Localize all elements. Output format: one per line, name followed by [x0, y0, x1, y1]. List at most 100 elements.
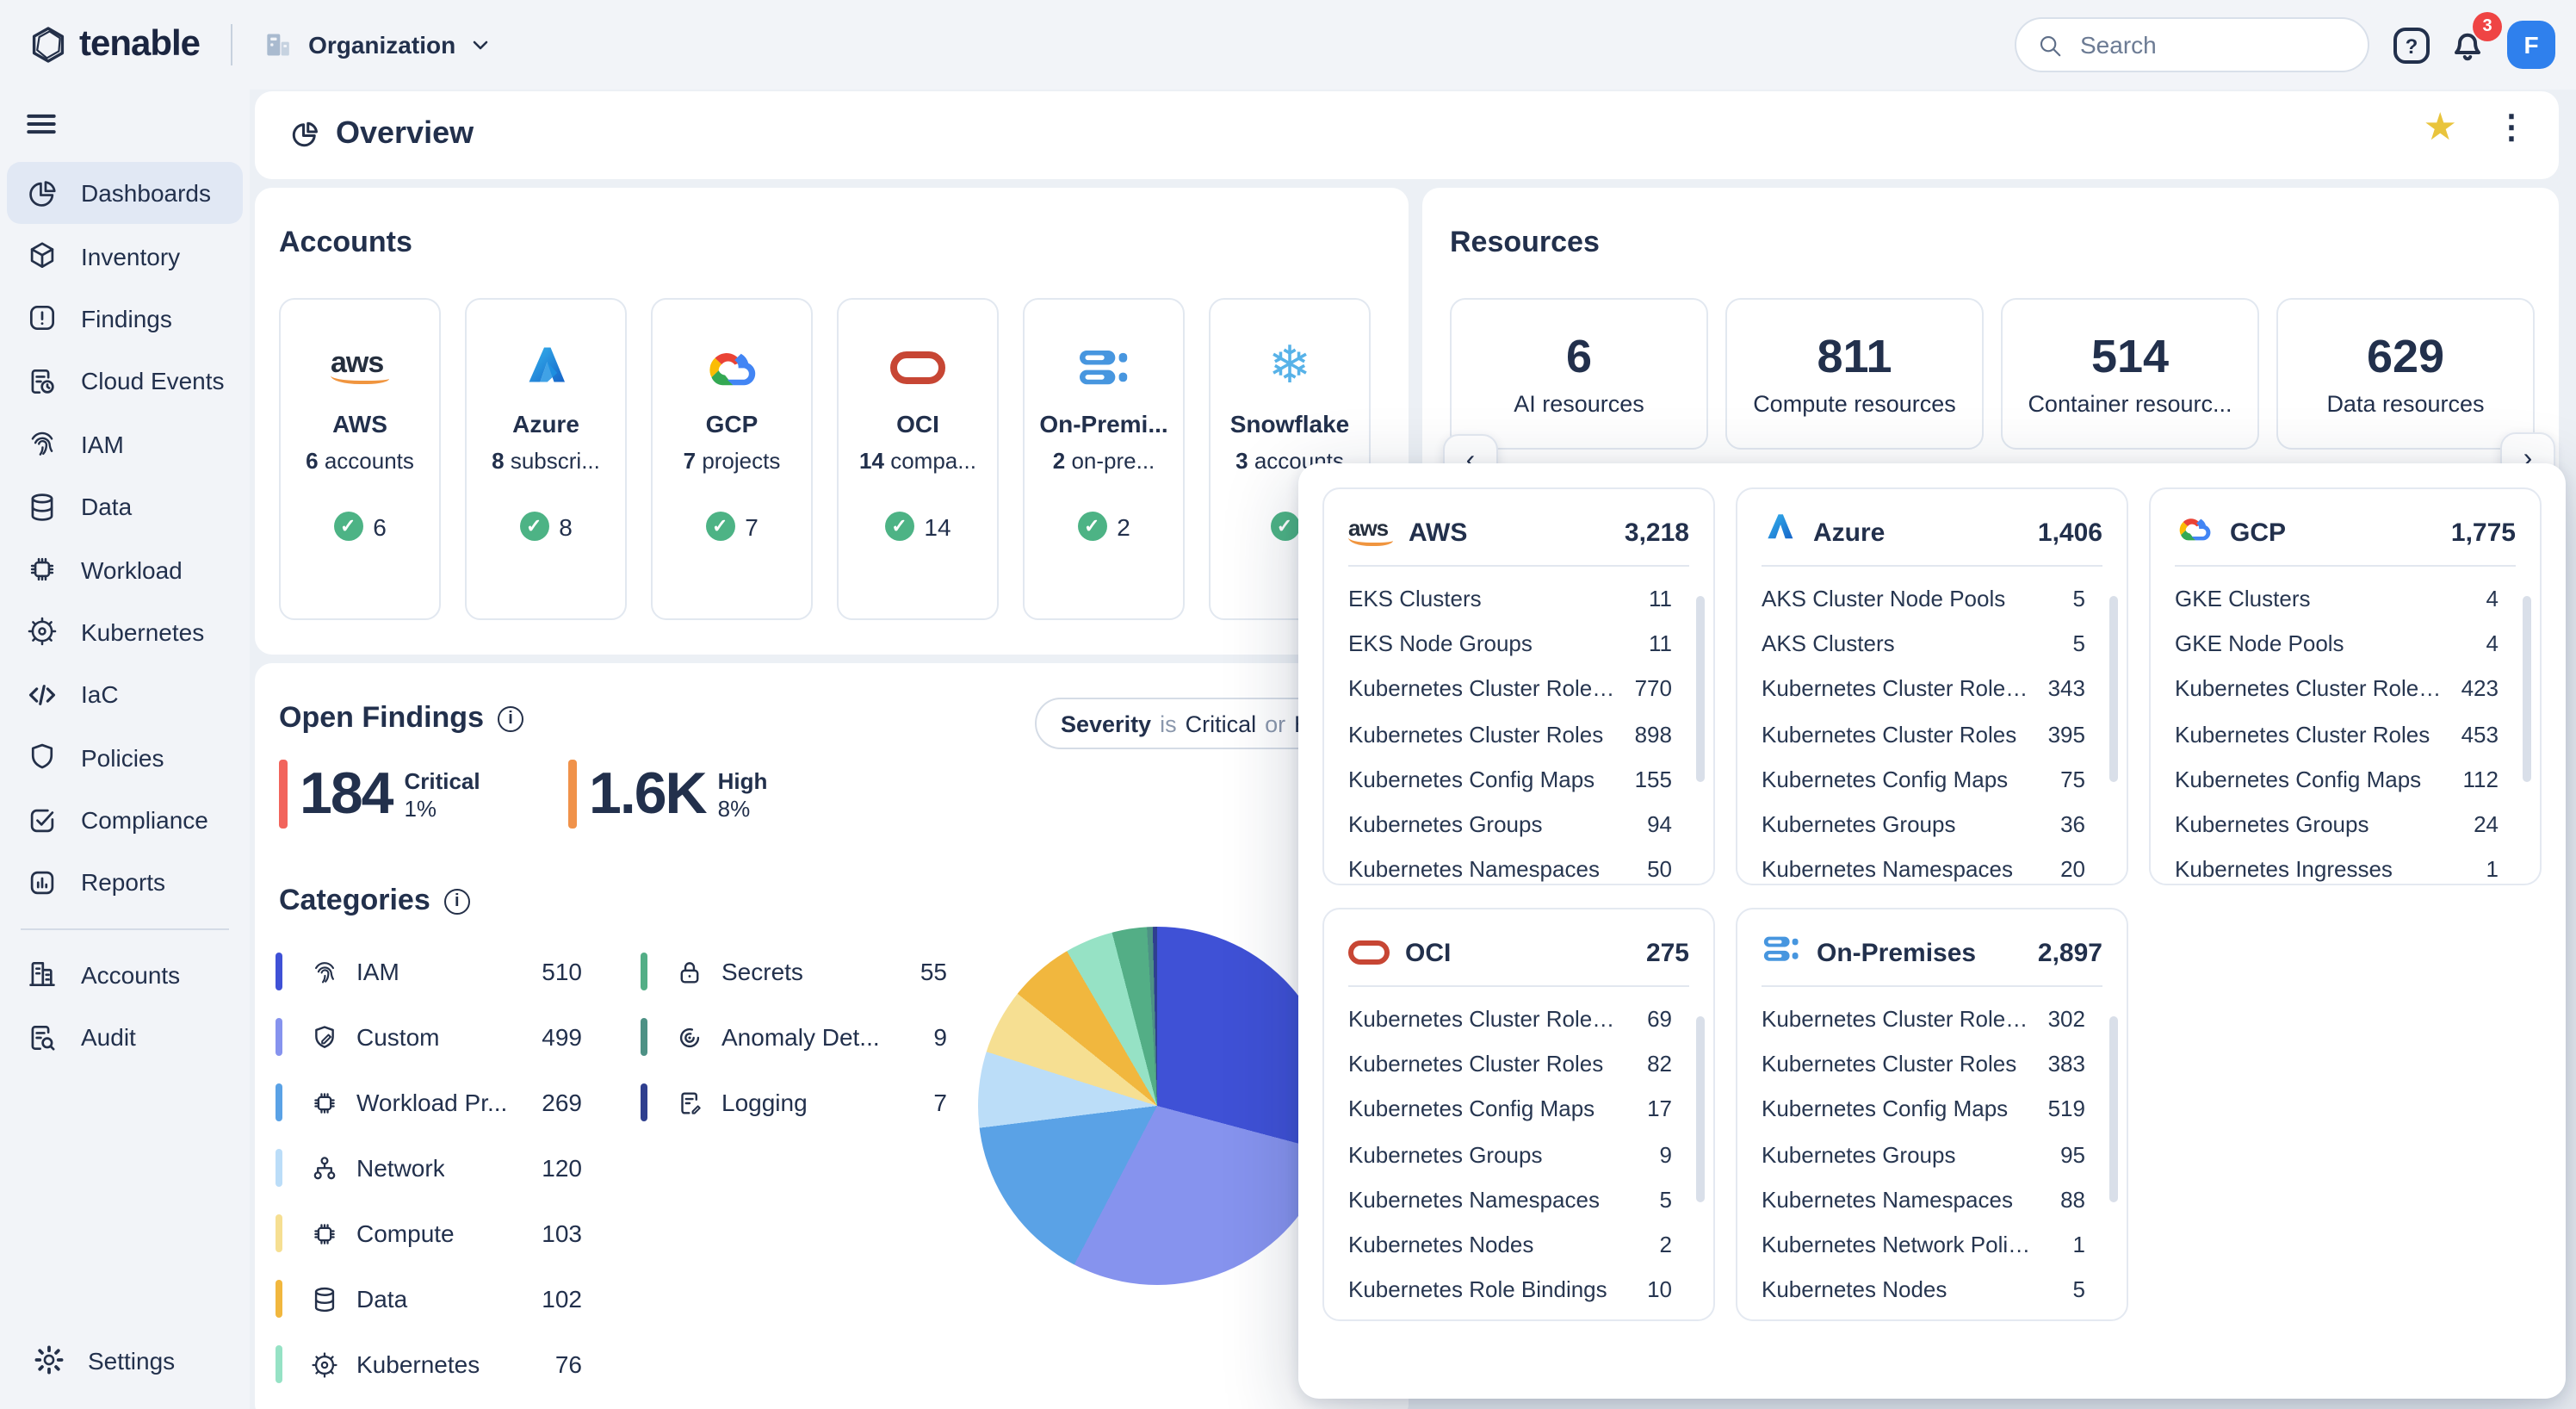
category-row-compute[interactable]: Compute 103	[276, 1209, 582, 1257]
category-row-secrets[interactable]: Secrets 55	[641, 947, 947, 996]
resource-row[interactable]: Kubernetes Config Maps 519	[1762, 1096, 2085, 1122]
resource-row[interactable]: Kubernetes Groups 95	[1762, 1141, 2085, 1168]
resource-row[interactable]: Kubernetes Groups 36	[1762, 811, 2085, 838]
scrollbar-thumb[interactable]	[1696, 1016, 1705, 1202]
database-icon	[307, 1284, 341, 1313]
sidebar-item-workload[interactable]: Workload	[7, 538, 243, 601]
resource-stat-container[interactable]: 514 Container resourc...	[2001, 298, 2259, 450]
account-card-gcp[interactable]: GCP 7 projects ✓ 7	[651, 298, 813, 620]
help-icon[interactable]: ?	[2393, 28, 2430, 64]
sidebar-item-inventory[interactable]: Inventory	[7, 225, 243, 288]
resource-row[interactable]: GKE Node Pools 4	[2175, 630, 2499, 656]
avatar[interactable]: F	[2507, 21, 2555, 69]
resource-stat-data[interactable]: 629 Data resources	[2276, 298, 2535, 450]
resource-row[interactable]: Kubernetes Nodes 2	[1348, 1232, 1672, 1258]
resource-row[interactable]: Kubernetes Cluster Roles 898	[1348, 721, 1672, 748]
database-icon	[26, 490, 60, 523]
tenable-logo[interactable]: tenable	[28, 24, 201, 65]
sidebar-item-dashboards[interactable]: Dashboards	[7, 162, 243, 225]
search-input[interactable]	[2077, 29, 2335, 60]
critical-findings-stat[interactable]: 184 Critical 1%	[279, 760, 480, 829]
popover-empty-cell	[2149, 908, 2542, 1321]
kubernetes-resources-popover: aws AWS 3,218 EKS Clusters 11 EKS Node Gr…	[1298, 463, 2566, 1399]
sidebar-item-iam[interactable]: IAM	[7, 413, 243, 475]
sidebar-item-iac[interactable]: IaC	[7, 663, 243, 726]
category-row-logging[interactable]: Logging 7	[641, 1078, 947, 1127]
resource-row[interactable]: EKS Node Groups 11	[1348, 630, 1672, 656]
resource-row[interactable]: GKE Clusters 4	[2175, 585, 2499, 611]
category-row-iam[interactable]: IAM 510	[276, 947, 582, 996]
resource-row[interactable]: Kubernetes Role Bindings 10	[1348, 1276, 1672, 1303]
notifications-bell[interactable]: 3	[2447, 12, 2502, 69]
category-row-network[interactable]: Network 120	[276, 1144, 582, 1192]
resource-row[interactable]: Kubernetes Groups 94	[1348, 811, 1672, 838]
resource-row[interactable]: Kubernetes Cluster Roles 453	[2175, 721, 2499, 748]
resource-row[interactable]: Kubernetes Cluster Role Bin... 770	[1348, 675, 1672, 702]
category-row-data[interactable]: Data 102	[276, 1275, 582, 1323]
resource-row[interactable]: Kubernetes Cluster Role Bi... 343	[1762, 675, 2085, 702]
scrollbar-thumb[interactable]	[2109, 1016, 2118, 1202]
resource-row[interactable]: Kubernetes Groups 24	[2175, 811, 2499, 838]
scrollbar-thumb[interactable]	[2523, 596, 2531, 782]
sidebar-item-kubernetes[interactable]: Kubernetes	[7, 600, 243, 663]
resource-row[interactable]: Kubernetes Namespaces 50	[1348, 856, 1672, 883]
kebab-menu-icon[interactable]: ⋮	[2495, 109, 2528, 146]
resource-row[interactable]: Kubernetes Cluster Role Bi... 302	[1762, 1005, 2085, 1032]
account-card-azure[interactable]: Azure 8 subscri... ✓ 8	[465, 298, 627, 620]
search-icon	[2040, 34, 2061, 56]
resource-row[interactable]: Kubernetes Namespaces 20	[1762, 856, 2085, 883]
organization-label: Organization	[308, 31, 456, 59]
resource-stat-compute[interactable]: 811 Compute resources	[1725, 298, 1984, 450]
resource-row[interactable]: Kubernetes Config Maps 112	[2175, 766, 2499, 792]
resource-stat-ai[interactable]: 6 AI resources	[1450, 298, 1708, 450]
resource-row[interactable]: Kubernetes Ingresses 1	[2175, 856, 2499, 883]
high-findings-stat[interactable]: 1.6K High 8%	[568, 760, 767, 829]
favorite-star-icon[interactable]: ★	[2423, 105, 2457, 148]
category-row-custom[interactable]: Custom 499	[276, 1013, 582, 1061]
severity-filter-pill[interactable]: Severity is Critical or High	[1035, 698, 1331, 749]
resource-row[interactable]: Kubernetes Config Maps 17	[1348, 1096, 1672, 1122]
scrollbar-thumb[interactable]	[2109, 596, 2118, 782]
resource-row[interactable]: Kubernetes Cluster Roles 383	[1762, 1050, 2085, 1077]
resource-row[interactable]: AKS Cluster Node Pools 5	[1762, 585, 2085, 611]
resource-row[interactable]: Kubernetes Config Maps 75	[1762, 766, 2085, 792]
sidebar-item-reports[interactable]: Reports	[7, 852, 243, 915]
resource-row[interactable]: Kubernetes Cluster Role Bin... 69	[1348, 1005, 1672, 1032]
sidebar-item-audit[interactable]: Audit	[7, 1006, 243, 1069]
sidebar-item-findings[interactable]: Findings	[7, 288, 243, 351]
scrollbar-thumb[interactable]	[1696, 596, 1705, 782]
resource-row[interactable]: Kubernetes Cluster Roles 82	[1348, 1050, 1672, 1077]
info-icon[interactable]: i	[498, 705, 523, 731]
topbar-divider	[231, 24, 233, 65]
category-row-workload[interactable]: Workload Pr... 269	[276, 1078, 582, 1127]
resource-row[interactable]: Kubernetes Nodes 5	[1762, 1276, 2085, 1303]
sidebar-item-accounts[interactable]: Accounts	[7, 943, 243, 1006]
sidebar-item-data[interactable]: Data	[7, 475, 243, 538]
organization-dropdown[interactable]: Organization	[260, 28, 490, 62]
resources-title: Resources	[1450, 226, 1600, 258]
sidebar-item-settings[interactable]: Settings	[14, 1329, 250, 1392]
resource-row[interactable]: Kubernetes Namespaces 88	[1762, 1186, 2085, 1213]
account-card-on-premises[interactable]: On-Premi... 2 on-pre... ✓ 2	[1023, 298, 1185, 620]
resource-row[interactable]: AKS Clusters 5	[1762, 630, 2085, 656]
sidebar-item-cloud-events[interactable]: Cloud Events	[7, 350, 243, 413]
resource-row[interactable]: Kubernetes Config Maps 155	[1348, 766, 1672, 792]
gear-icon	[33, 1344, 67, 1377]
sidebar-item-compliance[interactable]: Compliance	[7, 789, 243, 852]
categories-pie-chart[interactable]	[978, 927, 1336, 1285]
category-row-anomaly-detection[interactable]: Anomaly Det... 9	[641, 1013, 947, 1061]
account-card-oci[interactable]: OCI 14 compa... ✓ 14	[837, 298, 999, 620]
resource-row[interactable]: Kubernetes Network Policies 1	[1762, 1232, 2085, 1258]
account-card-aws[interactable]: aws AWS 6 accounts ✓ 6	[279, 298, 441, 620]
category-row-kubernetes[interactable]: Kubernetes 76	[276, 1340, 582, 1388]
account-card-snowflake[interactable]: ❄ Snowflake 3 accounts ✓	[1209, 298, 1371, 620]
resource-row[interactable]: Kubernetes Cluster Role Bi... 423	[2175, 675, 2499, 702]
info-icon[interactable]: i	[443, 888, 470, 914]
resource-row[interactable]: Kubernetes Namespaces 5	[1348, 1186, 1672, 1213]
menu-toggle-button[interactable]	[17, 100, 65, 148]
resource-row[interactable]: EKS Clusters 11	[1348, 585, 1672, 611]
sidebar-item-policies[interactable]: Policies	[7, 726, 243, 789]
search-bar[interactable]	[2015, 17, 2369, 72]
resource-row[interactable]: Kubernetes Cluster Roles 395	[1762, 721, 2085, 748]
resource-row[interactable]: Kubernetes Groups 9	[1348, 1141, 1672, 1168]
